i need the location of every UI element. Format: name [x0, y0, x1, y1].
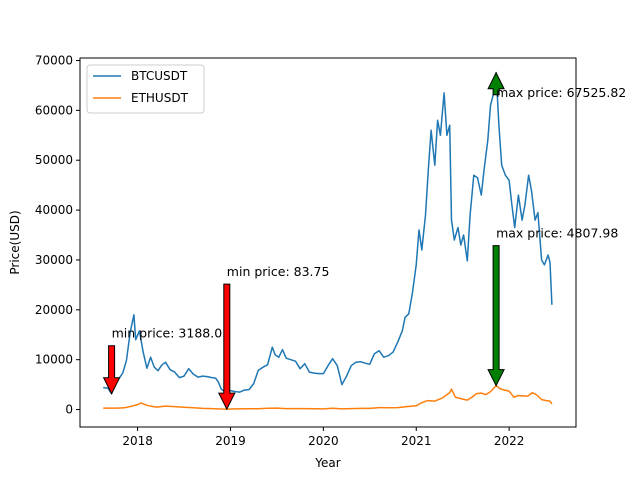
legend: BTCUSDT ETHUSDT — [86, 64, 205, 114]
annotation-arrow-2 — [217, 283, 236, 411]
x-axis: 2018 2019 2020 2021 2022 — [122, 427, 524, 448]
legend-label-ethusdt: ETHUSDT — [131, 91, 189, 105]
y-tick-label: 70000 — [35, 53, 73, 67]
annotation-label-3: max price: 67525.82 — [496, 85, 626, 100]
annotation-arrow-4 — [487, 245, 505, 387]
annotation-label-4: max price: 4807.98 — [496, 226, 618, 241]
x-axis-title: Year — [314, 456, 340, 470]
x-tick-label: 2022 — [494, 434, 525, 448]
y-tick-label: 60000 — [35, 103, 73, 117]
y-tick-label: 30000 — [35, 253, 73, 267]
annotation-label-1: min price: 3188.01 — [112, 326, 231, 341]
annotation-label-2: min price: 83.75 — [227, 264, 330, 279]
plot-series-area — [103, 72, 553, 410]
y-tick-label: 20000 — [35, 303, 73, 317]
x-tick-label: 2018 — [122, 434, 153, 448]
y-axis-title: Price(USD) — [8, 210, 22, 274]
series-line-ethusdt — [103, 384, 553, 410]
plot-frame — [79, 57, 577, 428]
x-tick-label: 2019 — [215, 434, 246, 448]
annotation-arrow-1 — [102, 345, 121, 395]
legend-label-btcusdt: BTCUSDT — [131, 69, 188, 83]
y-axis: 0 10000 20000 30000 40000 50000 60000 70000 — [35, 53, 80, 417]
x-tick-label: 2020 — [308, 434, 339, 448]
legend-box — [86, 64, 205, 114]
y-tick-label: 50000 — [35, 153, 73, 167]
y-tick-label: 0 — [65, 403, 73, 417]
annotations-layer: min price: 3188.01 min price: 83.75 max pr… — [102, 71, 626, 411]
series-line-btcusdt — [103, 72, 553, 395]
annotation-arrow-3 — [487, 71, 505, 96]
x-tick-label: 2021 — [401, 434, 432, 448]
y-tick-label: 40000 — [35, 203, 73, 217]
y-tick-label: 10000 — [35, 353, 73, 367]
